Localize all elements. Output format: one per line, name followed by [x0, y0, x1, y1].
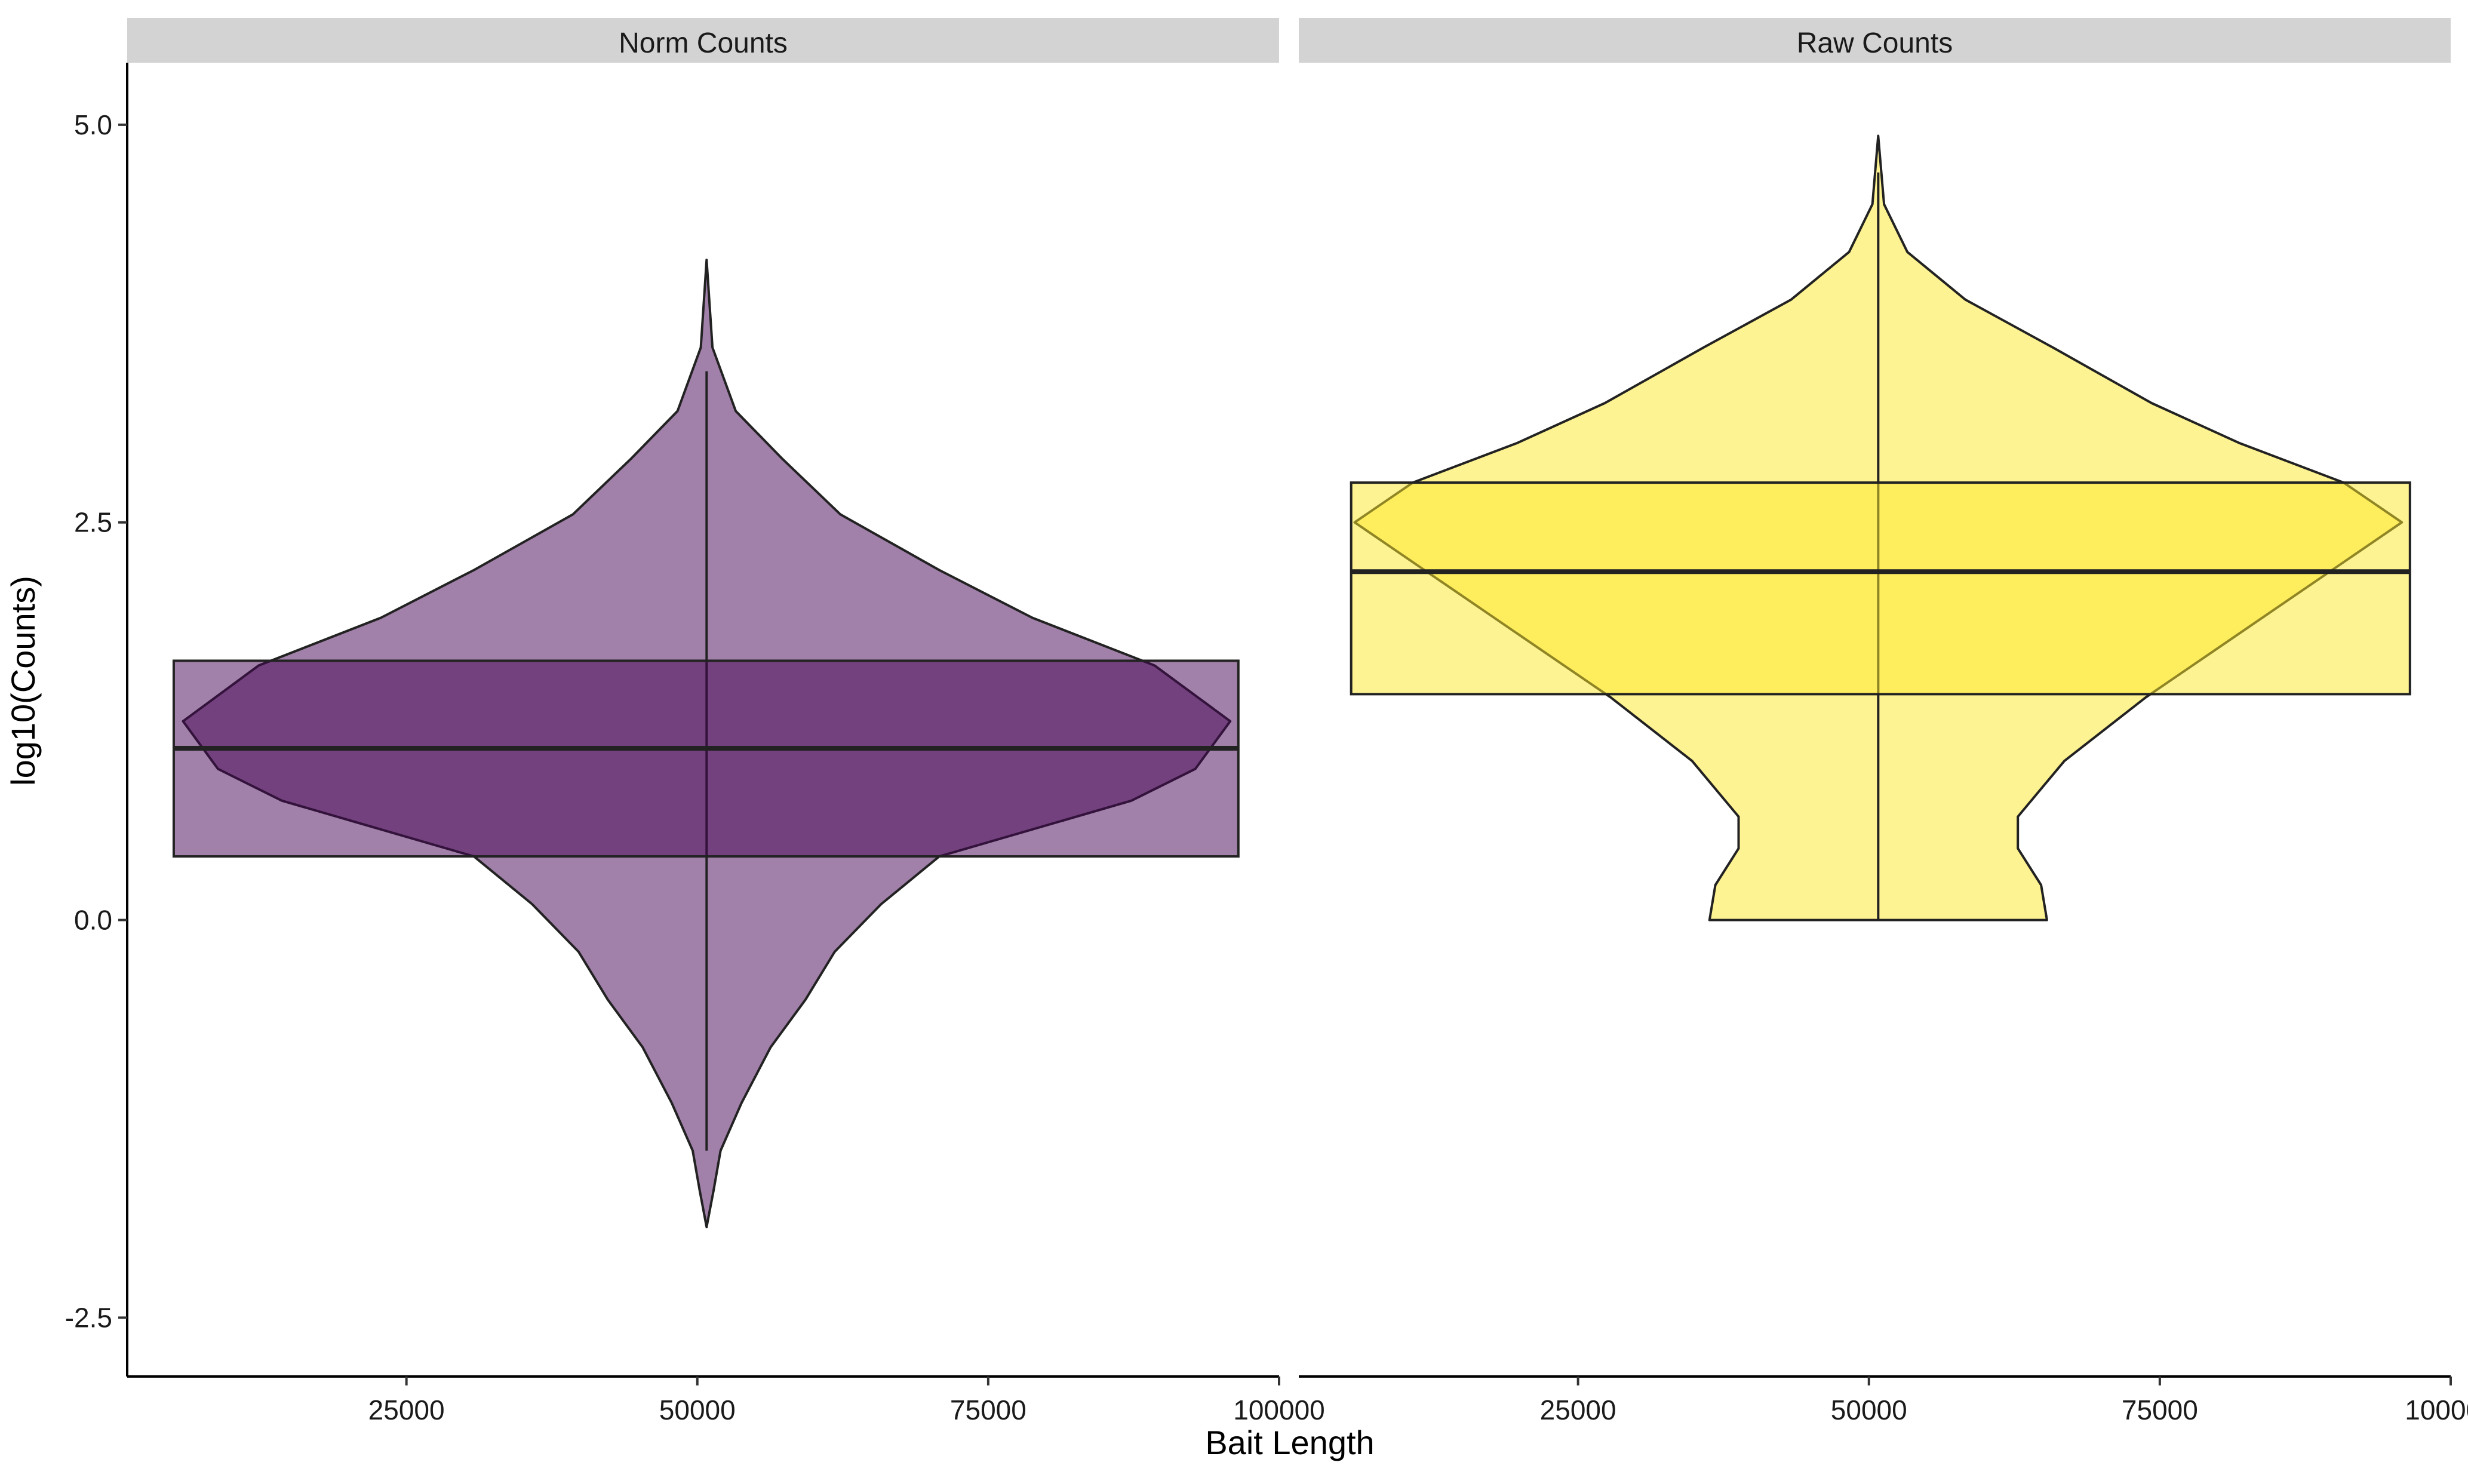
x-tick-label: 50000 — [659, 1394, 736, 1425]
x-tick-label: 50000 — [1831, 1394, 1907, 1425]
y-tick-label: 2.5 — [74, 507, 112, 538]
y-axis: -2.5 0.0 2.5 5.0 — [65, 63, 128, 1377]
x-tick-label: 25000 — [1540, 1394, 1616, 1425]
panel-strip — [1299, 18, 2451, 63]
panel-strip — [127, 18, 1279, 63]
panel-2: Raw Counts 25000 50000 75000 100000 — [1299, 18, 2468, 1425]
x-tick-label: 75000 — [2122, 1394, 2198, 1425]
box-iqr — [1350, 481, 2411, 696]
y-tick-label: 0.0 — [74, 905, 112, 936]
x-tick-label: 25000 — [368, 1394, 445, 1425]
y-tick-label: -2.5 — [65, 1302, 112, 1333]
y-tick-label: 5.0 — [74, 109, 112, 140]
x-axis-title: Bait Length — [1205, 1424, 1374, 1461]
x-tick-label: 100000 — [1233, 1394, 1325, 1425]
panel-strip-label: Norm Counts — [619, 27, 788, 59]
x-tick-label: 100000 — [2405, 1394, 2468, 1425]
y-axis-title: log10(Counts) — [4, 576, 42, 786]
panel-1: Norm Counts 25000 50000 75000 100000 — [127, 18, 1325, 1425]
box-iqr — [172, 659, 1240, 858]
x-tick-label: 75000 — [950, 1394, 1026, 1425]
panel-strip-label: Raw Counts — [1797, 27, 1953, 59]
